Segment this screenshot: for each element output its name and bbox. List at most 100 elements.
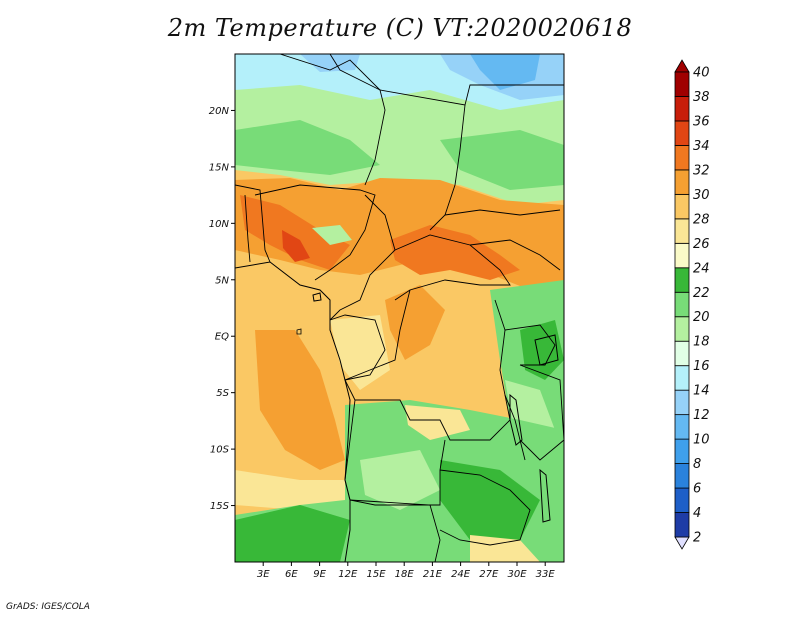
border-cameroon [329, 194, 396, 321]
colorbar-label: 4 [693, 506, 701, 521]
border-sudan [444, 209, 561, 216]
colorbar-label: 32 [693, 163, 710, 178]
colorbar-swatch [674, 71, 690, 97]
colorbar-swatch [674, 218, 690, 244]
congo-pale [330, 315, 390, 390]
southern-cool-2 [440, 460, 540, 540]
colorbar-label: 30 [693, 188, 710, 203]
colorbar-swatch [674, 145, 690, 171]
island-sao-tome [296, 328, 302, 335]
border-uganda [504, 324, 556, 366]
x-tick-label: 27E [479, 569, 499, 580]
map-title: 2m Temperature (C) VT:2020020618 [167, 14, 633, 42]
ocean-orange [255, 330, 345, 470]
y-tick-label: 5S [216, 388, 229, 399]
credit-label: GrADS: IGES/COLA [6, 602, 90, 612]
y-tick-label: EQ [215, 332, 229, 343]
colorbar-label: 22 [693, 286, 710, 301]
border-car [394, 234, 511, 301]
hottest-zone [240, 195, 350, 270]
x-tick-label: 33E [536, 569, 556, 580]
colorbar-label: 8 [693, 457, 701, 472]
colorbar-label: 40 [693, 66, 710, 81]
colorbar-over-arrow [674, 59, 690, 73]
x-axis: 3E 6E 9E 12E 15E 18E 21E 24E 27E 30E 33E [257, 562, 556, 580]
colorbar-label: 24 [693, 261, 710, 276]
colorbar-label: 34 [693, 139, 710, 154]
colorbar-swatch [674, 487, 690, 513]
x-tick-label: 18E [395, 569, 415, 580]
colorbar-swatch [674, 438, 690, 464]
border-tanzania [519, 364, 564, 461]
sahara-blue-patch-2 [470, 54, 540, 90]
colorbar-label: 10 [693, 433, 710, 448]
colorbar-label: 2 [693, 531, 701, 546]
colorbar-swatch [674, 96, 690, 122]
temperature-field [235, 54, 564, 562]
x-tick-label: 6E [285, 569, 298, 580]
colorbar-swatch [674, 169, 690, 195]
congo-hot [385, 285, 445, 360]
y-tick-label: 15S [210, 501, 230, 512]
colorbar-swatch [674, 340, 690, 367]
colorbar-swatch [674, 463, 690, 489]
y-tick-label: 5N [215, 275, 229, 286]
hottest-zone-2 [390, 225, 520, 280]
colorbar-swatch [674, 120, 690, 146]
sahel-green-patch [235, 120, 380, 175]
colorbar-swatch [674, 512, 690, 538]
colorbar-label: 26 [693, 237, 710, 252]
colorbar-label: 18 [693, 335, 710, 350]
colorbar-swatch [674, 193, 690, 220]
border-chad-east [429, 104, 466, 231]
hot-belt-green [312, 225, 352, 245]
border-drc [344, 289, 511, 441]
country-borders [235, 54, 564, 562]
x-tick-label: 24E [451, 569, 471, 580]
y-tick-label: 10N [209, 219, 230, 230]
border-namibia [349, 499, 441, 562]
x-tick-label: 15E [366, 569, 386, 580]
colorbar-label: 36 [693, 114, 710, 129]
sahara-blue-patch-3 [300, 54, 360, 72]
x-tick-label: 3E [257, 569, 270, 580]
lake-victoria [534, 334, 559, 366]
y-tick-label: 15N [209, 162, 230, 173]
y-axis: 20N 15N 10N 5N EQ 5S 10S 15S [209, 106, 235, 512]
y-tick-label: 20N [209, 106, 230, 117]
southern-yellow [405, 405, 470, 440]
hot-belt-red [282, 230, 310, 262]
x-tick-label: 30E [507, 569, 527, 580]
colorbar-label: 12 [693, 408, 710, 423]
border-ghana [244, 194, 251, 263]
southern-cool [235, 505, 350, 562]
border-congo [329, 314, 386, 381]
border-libya [329, 54, 564, 106]
lake-tanganyika [509, 393, 523, 446]
colorbar-swatch [674, 414, 690, 440]
border-angola [344, 399, 446, 506]
colorbar-label: 16 [693, 359, 710, 374]
southern-pale [360, 450, 440, 510]
sahel-green-patch-2 [440, 130, 564, 190]
border-west [235, 184, 271, 263]
colorbar-swatch [674, 365, 690, 391]
colorbar-swatch [674, 316, 690, 342]
map-frame [234, 53, 565, 563]
colorbar-label: 14 [693, 384, 710, 399]
colorbar-label: 38 [693, 90, 710, 105]
y-tick-label: 10S [210, 445, 230, 456]
island-bioko [312, 292, 322, 302]
colorbar-label: 28 [693, 212, 710, 227]
colorbar-swatch [674, 389, 690, 416]
border-south-sudan [469, 239, 561, 271]
colorbar-label: 20 [693, 310, 710, 325]
x-tick-label: 21E [423, 569, 443, 580]
colorbar-swatch [674, 267, 690, 293]
colorbar-under-arrow [674, 536, 690, 550]
colorbar-swatch [674, 242, 690, 269]
ocean-pale-south [235, 470, 355, 510]
southern-warm [470, 535, 540, 562]
